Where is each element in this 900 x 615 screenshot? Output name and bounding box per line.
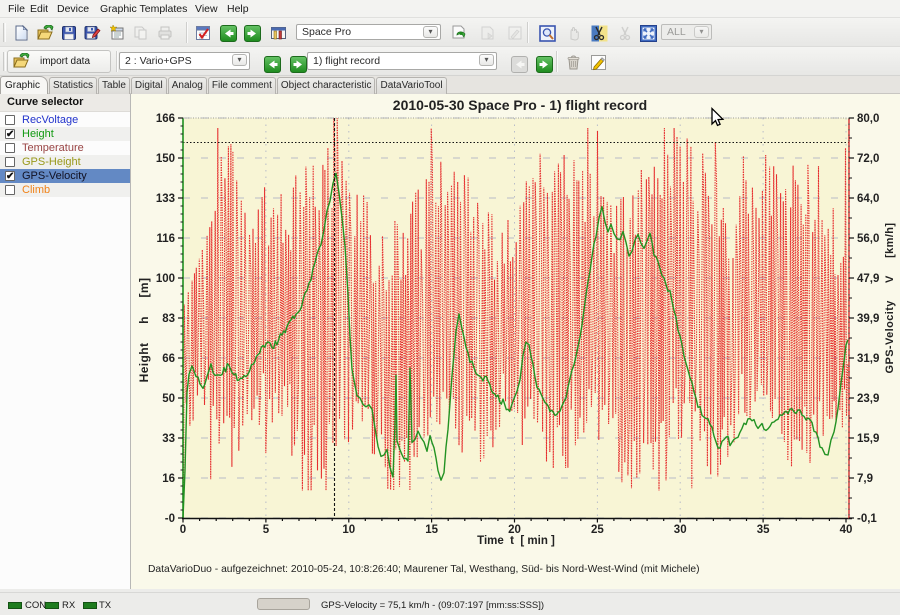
svg-text:2010-05-30 Space Pro - 1) flig: 2010-05-30 Space Pro - 1) flight record <box>393 97 647 113</box>
svg-text:133: 133 <box>156 193 175 205</box>
svg-text:23,9: 23,9 <box>857 393 879 405</box>
svg-text:10: 10 <box>342 524 355 536</box>
svg-text:16: 16 <box>162 473 175 485</box>
svg-text:116: 116 <box>156 233 175 245</box>
svg-text:30: 30 <box>674 524 687 536</box>
svg-text:47,9: 47,9 <box>857 273 879 285</box>
svg-text:7,9: 7,9 <box>857 473 873 485</box>
svg-text:-0,1: -0,1 <box>857 513 877 525</box>
svg-text:66: 66 <box>162 353 175 365</box>
svg-text:83: 83 <box>162 313 175 325</box>
svg-text:50: 50 <box>162 393 175 405</box>
svg-text:39,9: 39,9 <box>857 313 879 325</box>
svg-text:20: 20 <box>508 524 521 536</box>
svg-text:35: 35 <box>757 524 770 536</box>
svg-text:GPS-Velocity V [km/h]: GPS-Velocity V [km/h] <box>884 223 896 374</box>
svg-text:Time t [ min ]: Time t [ min ] <box>477 535 555 547</box>
svg-text:33: 33 <box>162 433 175 445</box>
svg-text:5: 5 <box>263 524 270 536</box>
svg-text:-0: -0 <box>165 513 175 525</box>
svg-text:150: 150 <box>156 153 175 165</box>
svg-text:166: 166 <box>156 113 175 125</box>
svg-text:100: 100 <box>156 273 175 285</box>
svg-text:40: 40 <box>840 524 853 536</box>
svg-text:0: 0 <box>180 524 186 536</box>
svg-text:15,9: 15,9 <box>857 433 879 445</box>
svg-text:64,0: 64,0 <box>857 193 879 205</box>
svg-text:15: 15 <box>425 524 438 536</box>
svg-text:DataVarioDuo - aufgezeichnet:: DataVarioDuo - aufgezeichnet: 2010-05-24… <box>148 564 700 575</box>
svg-text:56,0: 56,0 <box>857 233 879 245</box>
svg-text:72,0: 72,0 <box>857 153 879 165</box>
svg-text:Height h [m]: Height h [m] <box>137 278 151 383</box>
svg-text:80,0: 80,0 <box>857 113 879 125</box>
svg-text:25: 25 <box>591 524 604 536</box>
svg-text:31,9: 31,9 <box>857 353 879 365</box>
